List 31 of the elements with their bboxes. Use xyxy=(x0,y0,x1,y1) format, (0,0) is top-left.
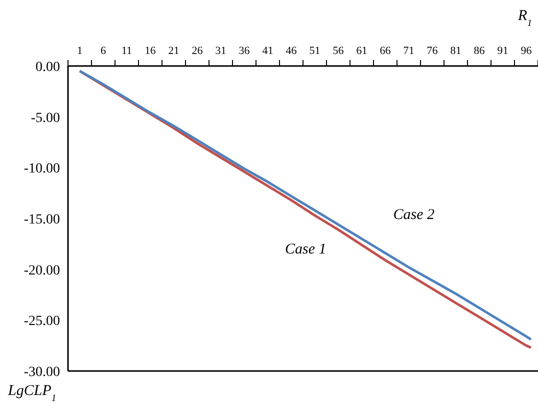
series-label: Case 1 xyxy=(285,242,326,258)
x-tick-label: 16 xyxy=(144,45,156,57)
x-tick-label: 86 xyxy=(474,45,486,57)
x-tick-label: 46 xyxy=(286,45,298,57)
x-tick-label: 51 xyxy=(309,45,320,57)
y-axis-title: LgCLP$_{1}$ xyxy=(7,383,56,404)
y-tick-label: -20.00 xyxy=(24,263,60,278)
x-tick-label: 26 xyxy=(192,45,204,57)
x-tick-label: 31 xyxy=(215,45,226,57)
x-tick-label: 11 xyxy=(121,45,132,57)
y-tick-label: -15.00 xyxy=(24,212,60,228)
x-tick-label: 56 xyxy=(332,45,344,57)
y-tick-label: -10.00 xyxy=(24,162,60,177)
x-tick-label: 91 xyxy=(497,45,508,57)
x-tick-label: 21 xyxy=(168,45,180,57)
x-tick-label: 61 xyxy=(356,45,368,57)
x-axis-title: R$_{1}$ xyxy=(516,8,532,28)
x-tick-label: 96 xyxy=(520,45,532,57)
series-label: Case 2 xyxy=(393,207,435,224)
x-tick-label: 1 xyxy=(77,45,82,57)
x-tick-label: 66 xyxy=(380,45,392,57)
x-tick-label: 76 xyxy=(426,45,438,57)
x-tick-label: 71 xyxy=(403,45,414,57)
x-tick-label: 81 xyxy=(450,45,462,57)
x-tick-label: 6 xyxy=(100,45,106,57)
x-tick-label: 36 xyxy=(238,45,250,57)
y-tick-label: 0.00 xyxy=(36,60,60,75)
y-tick-label: -25.00 xyxy=(24,314,60,330)
y-tick-label: -30.00 xyxy=(24,364,60,380)
x-tick-label: 41 xyxy=(262,45,274,57)
y-tick-label: -5.00 xyxy=(30,110,60,126)
